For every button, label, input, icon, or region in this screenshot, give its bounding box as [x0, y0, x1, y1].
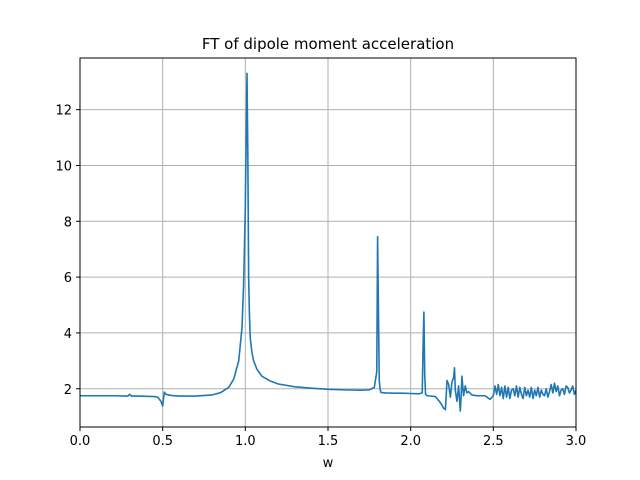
x-tick-label: 1.0 — [235, 434, 256, 449]
x-tick-label: 1.5 — [318, 434, 339, 449]
x-tick-label: 0.0 — [70, 434, 91, 449]
x-axis-ticks: 0.0 0.5 1.0 1.5 2.0 2.5 3.0 — [70, 427, 587, 449]
series-layer — [80, 72, 577, 412]
y-tick-label: 10 — [55, 159, 72, 174]
y-tick-label: 6 — [64, 271, 72, 286]
x-axis-label: w — [323, 456, 334, 471]
y-tick-label: 2 — [64, 383, 72, 398]
plot-frame — [79, 57, 577, 428]
y-tick-label: 12 — [55, 104, 72, 119]
series-line — [80, 72, 577, 412]
y-axis-ticks: 2 4 6 8 10 12 — [55, 104, 80, 398]
x-tick-label: 2.0 — [400, 434, 421, 449]
y-tick-label: 8 — [64, 215, 72, 230]
grid — [79, 58, 577, 427]
x-tick-label: 3.0 — [566, 434, 587, 449]
y-tick-label: 4 — [64, 327, 72, 342]
chart-title: FT of dipole moment acceleration — [202, 35, 454, 53]
x-tick-label: 0.5 — [152, 434, 173, 449]
x-tick-label: 2.5 — [483, 434, 504, 449]
